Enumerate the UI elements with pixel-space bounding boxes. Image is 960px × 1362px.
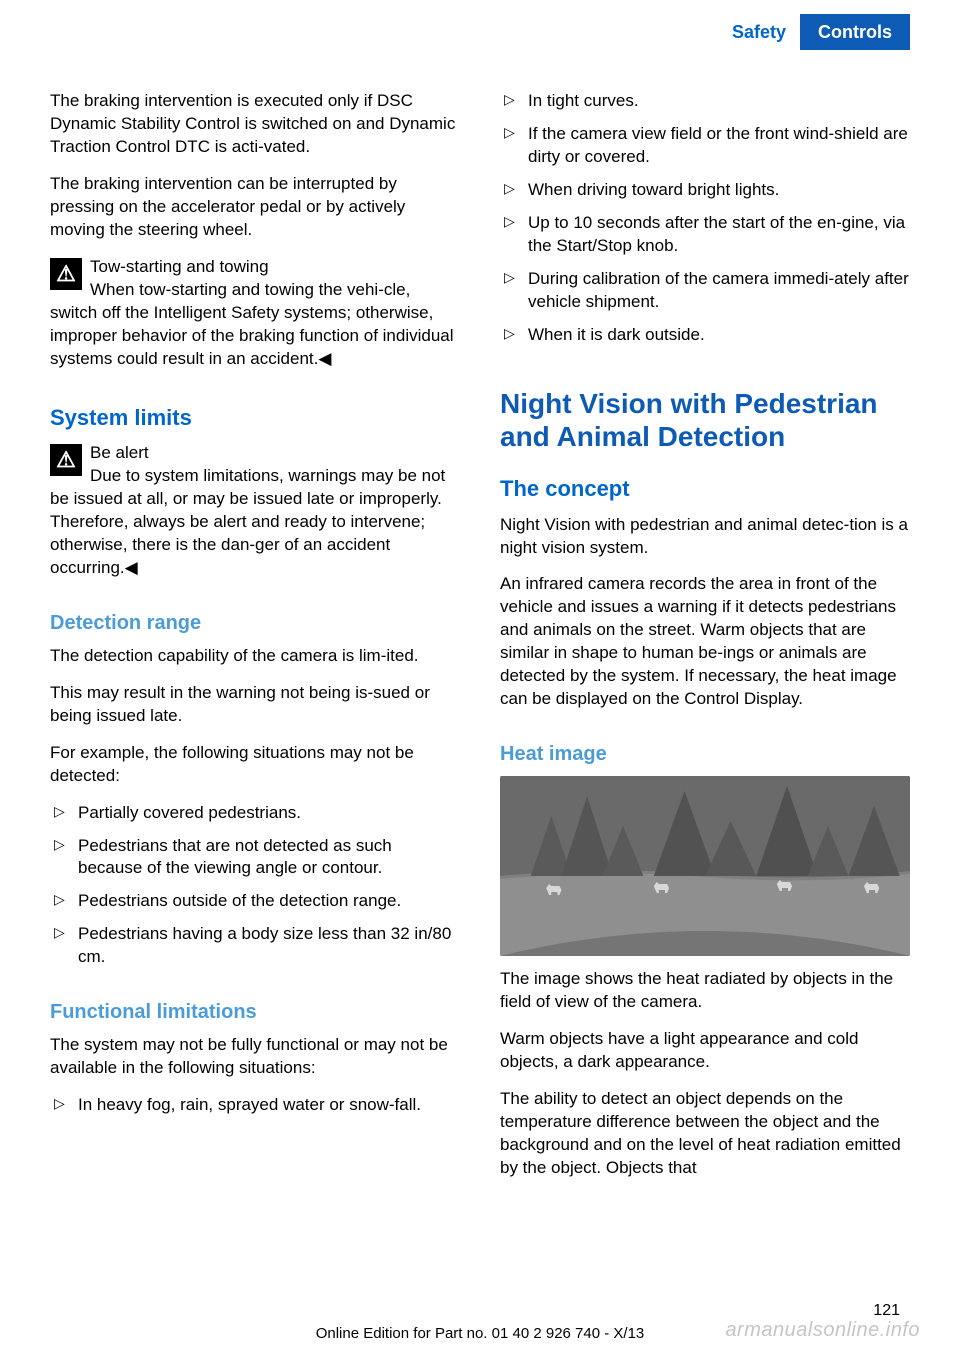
heading-heat-image: Heat image — [500, 741, 910, 768]
warning-body: When tow-starting and towing the vehi‐cl… — [50, 280, 454, 368]
right-column: In tight curves. If the camera view fiel… — [500, 90, 910, 1193]
paragraph: The braking intervention is executed onl… — [50, 90, 460, 159]
page-header: Safety Controls — [0, 0, 960, 50]
list-item: Pedestrians outside of the detection ran… — [50, 890, 460, 913]
warning-icon: ⚠ — [50, 258, 82, 290]
functional-list-left: In heavy fog, rain, sprayed water or sno… — [50, 1094, 460, 1127]
paragraph: For example, the following situations ma… — [50, 742, 460, 788]
list-item: Pedestrians that are not detected as suc… — [50, 835, 460, 881]
paragraph: Night Vision with pedestrian and animal … — [500, 514, 910, 560]
heading-detection-range: Detection range — [50, 610, 460, 637]
list-item: If the camera view field or the front wi… — [500, 123, 910, 169]
warning-icon: ⚠ — [50, 444, 82, 476]
warning-title: Tow-starting and towing — [90, 257, 269, 276]
detection-list: Partially covered pedestrians. Pedestria… — [50, 802, 460, 980]
functional-list-right: In tight curves. If the camera view fiel… — [500, 90, 910, 356]
heading-system-limits: System limits — [50, 403, 460, 433]
paragraph: The braking intervention can be interrup… — [50, 173, 460, 242]
warning-block: ⚠ Tow-starting and towing When tow-start… — [50, 256, 460, 371]
heading-functional-limitations: Functional limitations — [50, 999, 460, 1026]
list-item: When driving toward bright lights. — [500, 179, 910, 202]
list-item: When it is dark outside. — [500, 324, 910, 347]
warning-block: ⚠ Be alert Due to system limitations, wa… — [50, 442, 460, 580]
paragraph: An infrared camera records the area in f… — [500, 573, 910, 711]
paragraph: This may result in the warning not being… — [50, 682, 460, 728]
list-item: Pedestrians having a body size less than… — [50, 923, 460, 969]
paragraph: The system may not be fully functional o… — [50, 1034, 460, 1080]
paragraph: The ability to detect an object depends … — [500, 1088, 910, 1180]
warning-title: Be alert — [90, 443, 149, 462]
header-section-controls: Controls — [800, 14, 910, 50]
paragraph: The detection capability of the camera i… — [50, 645, 460, 668]
heading-night-vision: Night Vision with Pedestrian and Animal … — [500, 387, 910, 454]
paragraph: Warm objects have a light appearance and… — [500, 1028, 910, 1074]
list-item: Up to 10 seconds after the start of the … — [500, 212, 910, 258]
header-section-safety: Safety — [718, 14, 800, 50]
page-content: The braking intervention is executed onl… — [0, 50, 960, 1193]
watermark: armanualsonline.info — [725, 1317, 920, 1344]
paragraph: The image shows the heat radiated by obj… — [500, 968, 910, 1014]
heat-image-illustration — [500, 776, 910, 956]
list-item: Partially covered pedestrians. — [50, 802, 460, 825]
list-item: During calibration of the camera immedi‐… — [500, 268, 910, 314]
list-item: In tight curves. — [500, 90, 910, 113]
heading-concept: The concept — [500, 474, 910, 504]
warning-body: Due to system limitations, warnings may … — [50, 466, 445, 577]
left-column: The braking intervention is executed onl… — [50, 90, 460, 1193]
list-item: In heavy fog, rain, sprayed water or sno… — [50, 1094, 460, 1117]
